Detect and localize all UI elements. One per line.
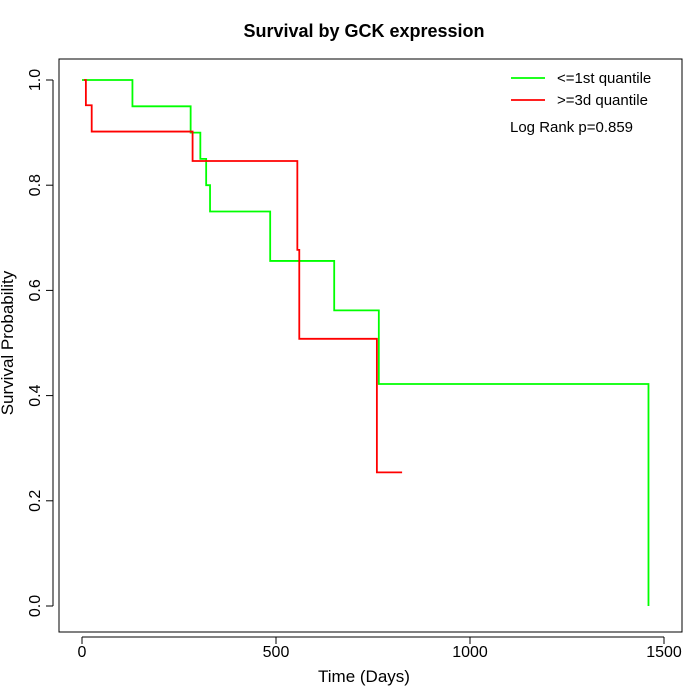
series-line-0 [82,79,650,606]
y-tick-label: 0.0 [27,595,44,617]
x-axis-label: Time (Days) [318,667,410,686]
x-tick-label: 1500 [646,644,682,661]
series-layer [82,79,650,606]
y-tick-label: 0.4 [27,384,44,406]
x-tick-label: 500 [263,644,290,661]
y-tick-label: 1.0 [27,69,44,91]
chart-title: Survival by GCK expression [243,21,484,41]
y-axis-label: Survival Probability [0,270,17,415]
plot-frame [58,58,683,633]
series-line-1 [83,79,403,474]
y-tick-label: 0.8 [27,174,44,196]
x-axis: 0 500 1000 1500 [78,636,682,661]
y-tick-label: 0.2 [27,490,44,512]
legend-label: <=1st quantile [557,70,651,87]
legend-label: >=3d quantile [557,92,648,109]
x-tick-label: 0 [78,644,87,661]
legend: <=1st quantile >=3d quantile [511,70,651,109]
log-rank-annotation: Log Rank p=0.859 [510,119,633,136]
y-tick-label: 0.6 [27,279,44,301]
y-axis: 0.0 0.2 0.4 0.6 0.8 1.0 [27,69,54,617]
x-tick-label: 1000 [452,644,488,661]
